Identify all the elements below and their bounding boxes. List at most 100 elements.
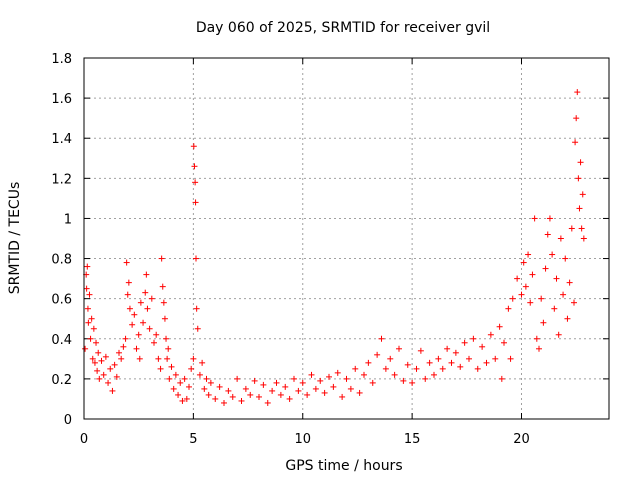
data-point [542,265,549,272]
data-point [93,339,100,346]
data-point [116,349,122,356]
data-point [126,305,133,312]
data-point [435,355,442,362]
data-point [572,139,579,146]
data-point [102,353,109,360]
data-point [538,295,545,302]
data-point [229,393,236,400]
data-point [529,271,536,278]
data-point [431,371,437,378]
data-point [90,325,97,332]
data-point [553,275,560,282]
data-point [170,385,177,392]
data-point [391,371,398,378]
data-point [143,271,150,278]
data-point [100,371,107,378]
data-point [131,311,138,318]
data-point [193,305,200,312]
data-point [549,251,556,258]
data-point [452,349,459,356]
y-tick-label: 0.6 [51,293,72,308]
data-point [88,315,95,322]
data-point [151,339,157,346]
y-tick-label: 1.6 [51,92,72,107]
data-point [404,361,411,368]
y-tick-label: 1 [64,212,72,227]
data-point [361,371,367,378]
data-point [295,387,302,394]
data-point [304,391,311,398]
data-point [129,321,136,328]
data-point [216,383,223,390]
data-point [94,367,101,374]
x-tick-label: 20 [513,432,530,447]
data-point [483,359,490,366]
x-tick-label: 15 [404,432,421,447]
data-point [308,371,315,378]
plot-frame [83,57,610,420]
data-point [533,335,540,342]
x-tick-label: 5 [189,432,197,447]
data-point [158,255,165,262]
data-point [196,371,203,378]
data-point [501,339,507,346]
data-point [352,365,359,372]
data-point [179,397,186,404]
data-point [205,391,212,398]
data-point [172,371,179,378]
y-tick-label: 0.8 [51,253,72,268]
data-point [191,163,198,170]
data-point [282,383,289,390]
data-point [83,285,90,292]
data-point [551,305,558,312]
data-point [166,375,173,382]
data-point [312,385,319,392]
y-tick-label: 0.2 [51,373,72,388]
data-point [356,389,363,396]
data-point [165,345,172,352]
data-point [525,251,532,258]
data-point [400,377,407,384]
data-point [566,279,573,286]
data-point [273,379,280,386]
data-point [86,291,93,298]
data-point [448,359,455,366]
chart-title: Day 060 of 2025, SRMTID for receiver gvi… [196,20,490,36]
data-point [396,345,402,352]
data-point [264,399,271,406]
data-point [505,305,512,312]
data-point [122,335,129,342]
data-point [260,381,267,388]
data-point [247,391,254,398]
data-point [186,383,192,390]
data-point [574,89,581,96]
data-point [105,379,112,386]
data-point [251,377,258,384]
data-point [188,365,195,372]
data-point [507,355,514,362]
data-point [514,275,521,282]
data-point [496,323,503,330]
data-point [192,179,199,186]
data-point [343,375,350,382]
data-point [98,357,105,364]
data-point [347,385,354,392]
x-axis-label: GPS time / hours [285,458,402,474]
data-point [85,319,92,326]
data-point [84,305,91,312]
y-tick-label: 1.8 [51,52,72,67]
data-point [479,343,486,350]
data-point [413,365,420,372]
data-point [536,345,542,352]
data-point [317,377,324,384]
data-point [203,375,210,382]
data-point [466,355,472,362]
data-point [321,389,328,396]
data-point [573,115,580,122]
data-point [339,393,346,400]
data-point [199,359,206,366]
grid-layer [84,58,609,419]
data-point [163,335,170,342]
data-point [140,319,147,326]
